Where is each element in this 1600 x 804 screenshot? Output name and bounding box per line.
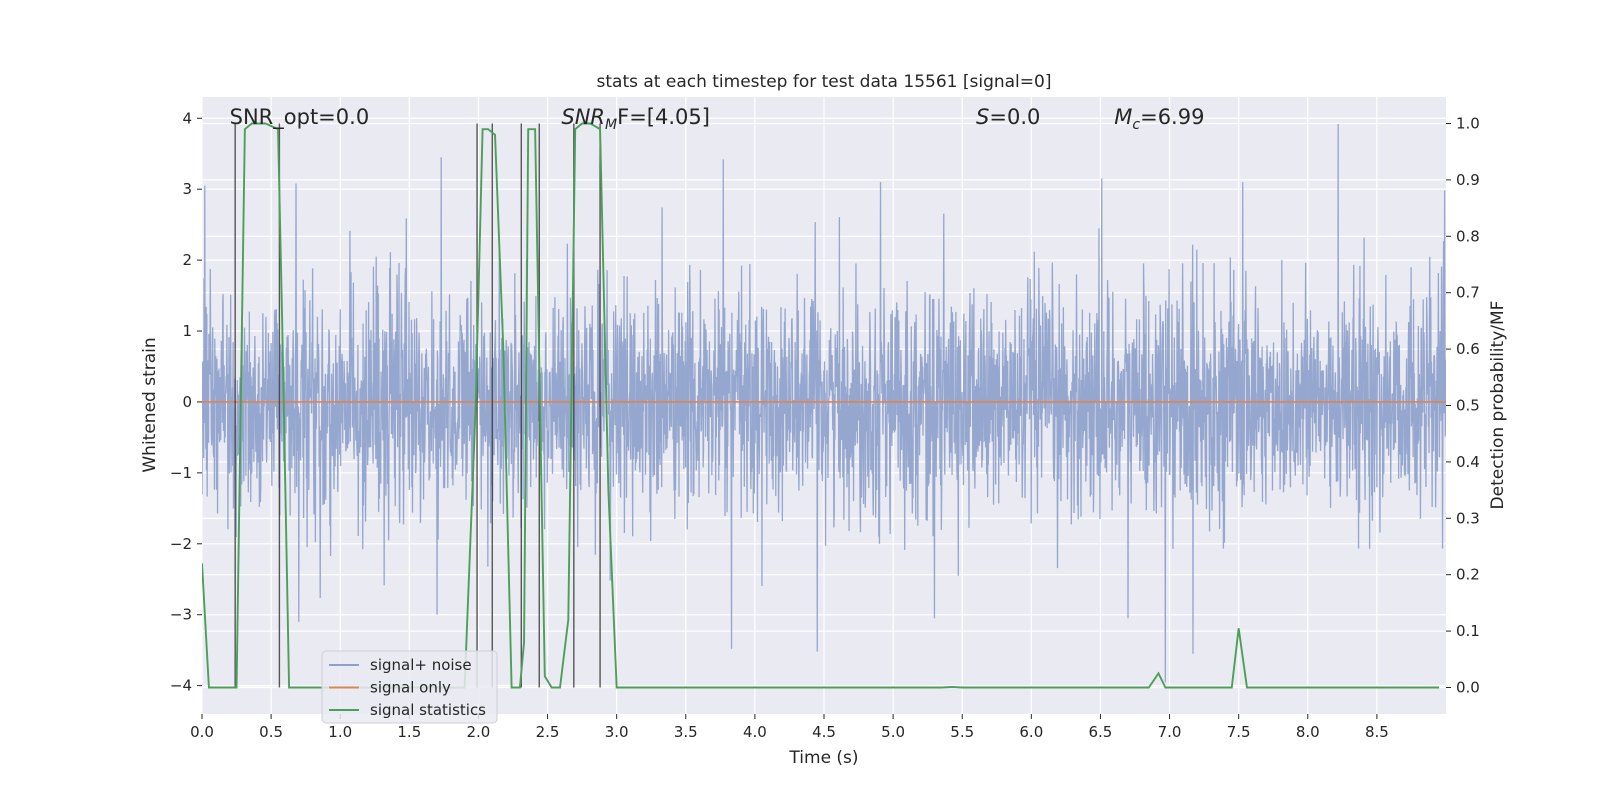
legend-label: signal+ noise <box>370 656 472 674</box>
annotation-1: SNRMF=[4.05] <box>561 105 710 133</box>
annotation-subscript: c <box>1132 117 1140 133</box>
y-right-tick-label: 0.2 <box>1456 566 1480 584</box>
series-signal-statistics <box>202 122 1440 689</box>
y-right-tick-label: 0.5 <box>1456 397 1480 415</box>
x-tick-label: 3.5 <box>674 723 698 741</box>
annotation-text: SNR_opt=0.0 <box>230 105 370 130</box>
y-tick-label: 4 <box>182 109 192 127</box>
x-tick-label: 1.0 <box>328 723 352 741</box>
noise-line <box>202 123 1446 683</box>
legend-label: signal only <box>370 679 451 697</box>
series-signal-plus-noise <box>202 123 1446 683</box>
y-right-tick-label: 0.0 <box>1456 678 1480 696</box>
y-right-axis-ticks: 0.0 0.1 0.2 0.3 0.4 0.5 0.6 0.7 0.8 0.9 1.0 <box>1446 115 1480 696</box>
y-tick-label: 1 <box>182 322 192 340</box>
chart-title: stats at each timestep for test data 155… <box>597 72 1052 92</box>
annotations: SNR_opt=0.0 SNRMF=[4.05] S=0.0 Mc=6.99 <box>230 105 1205 133</box>
y-tick-label: 0 <box>182 393 192 411</box>
x-tick-label: 6.5 <box>1089 723 1113 741</box>
y-right-tick-label: 0.3 <box>1456 509 1480 527</box>
annotation-text: M <box>1114 105 1132 129</box>
x-tick-label: 8.0 <box>1296 723 1320 741</box>
annotation-rest: =6.99 <box>1140 105 1204 129</box>
annotation-0: SNR_opt=0.0 <box>230 105 370 130</box>
x-tick-label: 7.5 <box>1227 723 1251 741</box>
y-tick-label: −1 <box>170 464 192 482</box>
y-tick-label: 2 <box>182 251 192 269</box>
y-axis-label: Whitened strain <box>140 337 160 472</box>
legend: signal+ noise signal only signal statistic… <box>321 650 498 724</box>
y-right-tick-label: 0.7 <box>1456 284 1480 302</box>
x-tick-label: 2.0 <box>467 723 491 741</box>
x-axis-ticks: 0.0 0.5 1.0 1.5 2.0 2.5 3.0 3.5 4.0 4.5 5.0 5.5 6.0 6… <box>190 714 1389 741</box>
legend-label: signal statistics <box>370 701 486 719</box>
x-axis-label: Time (s) <box>788 748 858 768</box>
annotation-3: Mc=6.99 <box>1114 105 1204 133</box>
annotation-2: S=0.0 <box>976 105 1040 129</box>
x-tick-label: 4.5 <box>812 723 836 741</box>
legend-box <box>321 650 498 724</box>
x-tick-label: 0.0 <box>190 723 214 741</box>
x-tick-label: 0.5 <box>259 723 283 741</box>
annotation-rest: F=[4.05] <box>617 105 710 129</box>
y-right-tick-label: 0.6 <box>1456 340 1480 358</box>
x-tick-label: 3.0 <box>605 723 629 741</box>
y-right-tick-label: 0.1 <box>1456 622 1480 640</box>
y-tick-label: −2 <box>170 535 192 553</box>
y-right-tick-label: 1.0 <box>1456 115 1480 133</box>
y-right-tick-label: 0.8 <box>1456 227 1480 245</box>
y-tick-label: −4 <box>170 677 192 695</box>
x-tick-label: 7.0 <box>1158 723 1182 741</box>
y-tick-label: 3 <box>182 180 192 198</box>
x-tick-label: 1.5 <box>397 723 421 741</box>
y-right-axis-label: Detection probability/MF <box>1488 301 1508 510</box>
y-axis-ticks: −4 −3 −2 −1 0 1 2 3 4 <box>170 109 202 695</box>
x-tick-label: 8.5 <box>1365 723 1389 741</box>
annotation-subscript: M <box>605 117 617 133</box>
annotation-text: SNR <box>561 105 605 129</box>
x-tick-label: 6.0 <box>1019 723 1043 741</box>
x-tick-label: 5.0 <box>881 723 905 741</box>
x-tick-label: 5.5 <box>950 723 974 741</box>
x-tick-label: 4.0 <box>743 723 767 741</box>
y-right-tick-label: 0.9 <box>1456 171 1480 189</box>
x-tick-label: 2.5 <box>536 723 560 741</box>
y-tick-label: −3 <box>170 606 192 624</box>
signal-statistics-line <box>202 122 1440 689</box>
y-right-tick-label: 0.4 <box>1456 453 1480 471</box>
annotation-rest: =0.0 <box>989 105 1040 129</box>
annotation-text: S <box>976 105 989 129</box>
